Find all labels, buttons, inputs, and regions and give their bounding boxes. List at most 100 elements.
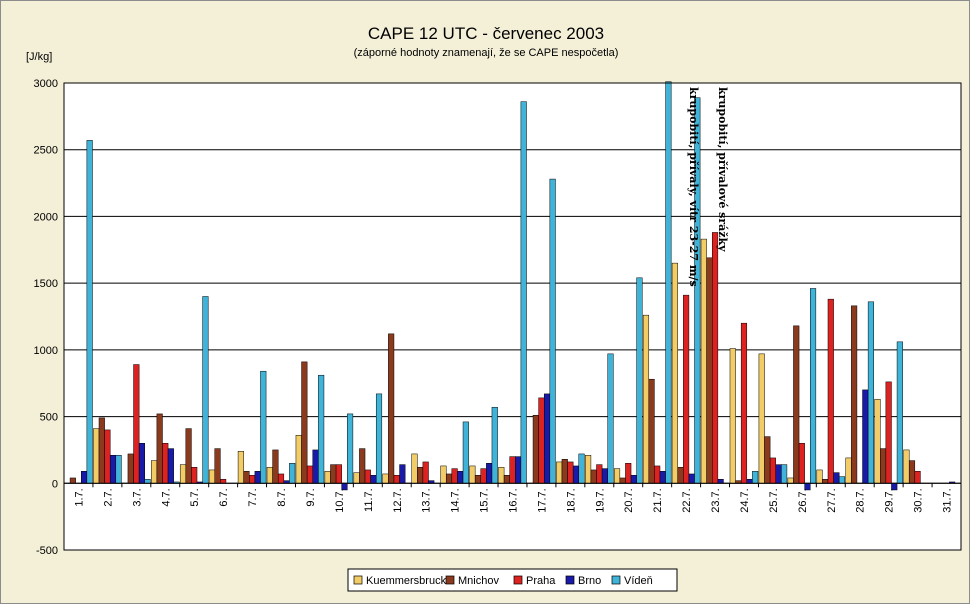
legend-swatch: [445, 575, 455, 585]
bar: [301, 361, 308, 484]
bar: [393, 475, 400, 484]
x-tick-label: 22.7.: [681, 488, 693, 512]
legend-label: Brno: [578, 575, 601, 587]
bar: [601, 468, 608, 484]
bar: [260, 370, 267, 484]
x-tick-label: 6.7.: [218, 488, 230, 506]
bar: [896, 341, 903, 484]
bar: [98, 417, 105, 484]
bar: [729, 348, 736, 484]
x-tick-label: 1.7.: [74, 488, 86, 506]
bar: [630, 475, 637, 484]
bar: [636, 277, 643, 484]
bar: [798, 443, 805, 484]
bar: [249, 475, 256, 484]
bar: [712, 232, 719, 484]
bar: [914, 471, 921, 484]
plot-border: [63, 82, 962, 551]
bar: [561, 459, 568, 484]
bar: [688, 473, 695, 484]
bar: [462, 421, 469, 484]
bar: [625, 463, 632, 484]
bar: [867, 301, 874, 484]
x-tick-label: 3.7.: [131, 488, 143, 506]
x-tick-label: 19.7.: [594, 488, 606, 512]
x-tick-label: 7.7.: [247, 488, 259, 506]
x-tick-label: 4.7.: [160, 488, 172, 506]
y-tick-label: 2000: [34, 211, 58, 223]
y-tick-label: 1000: [34, 345, 58, 357]
bar: [254, 471, 261, 484]
bar: [156, 413, 163, 484]
x-tick-label: 10.7.: [334, 488, 346, 512]
bar: [185, 428, 192, 484]
bar: [613, 468, 621, 484]
bar: [567, 461, 574, 484]
x-tick-label: 31.7.: [942, 488, 954, 512]
bar: [532, 414, 539, 484]
bar: [654, 465, 661, 484]
bar: [295, 435, 302, 484]
bar: [411, 453, 418, 484]
x-tick-label: 26.7.: [797, 488, 809, 512]
bar: [306, 465, 313, 484]
bar: [862, 389, 869, 484]
bar: [208, 469, 215, 484]
bar: [359, 448, 366, 484]
bar: [138, 443, 145, 484]
bar: [596, 464, 603, 484]
x-tick-label: 29.7.: [884, 488, 896, 512]
bar: [746, 479, 753, 484]
bar: [515, 456, 522, 484]
bar: [885, 381, 892, 484]
legend-box: [347, 568, 678, 592]
bar: [451, 468, 458, 484]
bar: [289, 463, 296, 484]
x-tick-label: 12.7.: [392, 488, 404, 512]
bar: [740, 322, 748, 484]
bar: [104, 429, 111, 484]
x-tick-label: 13.7.: [421, 488, 433, 512]
bar: [845, 457, 852, 484]
bar: [272, 449, 279, 484]
legend-swatch: [565, 575, 575, 585]
chart-subtitle: (záporné hodnoty znamenají, že se CAPE n…: [354, 47, 619, 59]
bar: [399, 464, 406, 484]
bar: [816, 469, 823, 484]
bar: [191, 467, 198, 484]
bar: [827, 298, 834, 484]
legend-swatch: [513, 575, 523, 585]
bar: [364, 469, 371, 484]
bar: [717, 479, 724, 484]
x-tick-label: 9.7.: [305, 488, 317, 506]
bar: [318, 374, 325, 484]
bar: [752, 471, 759, 484]
bar: [312, 449, 319, 484]
bar: [838, 476, 846, 484]
bar: [880, 448, 887, 484]
x-tick-label: 23.7.: [710, 488, 722, 512]
bar: [480, 468, 487, 484]
bar: [619, 477, 626, 484]
bar: [375, 393, 383, 484]
bar: [822, 479, 829, 484]
annotation-text: krupobití, přívaly, vítr 23-27 m/s: [687, 87, 700, 287]
y-axis-label: [J/kg]: [26, 51, 52, 63]
bar: [874, 398, 881, 484]
bar: [469, 465, 476, 484]
bar: [69, 477, 76, 484]
bar: [833, 472, 840, 484]
bar: [353, 472, 360, 484]
bar: [214, 448, 221, 484]
bar: [781, 464, 788, 484]
x-tick-label: 2.7.: [102, 488, 114, 506]
bar: [243, 471, 250, 484]
y-tick-label: -500: [36, 545, 58, 557]
bar: [642, 314, 650, 484]
x-tick-label: 18.7.: [565, 488, 577, 512]
bar: [202, 296, 209, 484]
y-tick-label: 3000: [34, 78, 58, 90]
bar: [491, 406, 498, 484]
bar: [382, 473, 389, 484]
bar: [520, 101, 527, 484]
